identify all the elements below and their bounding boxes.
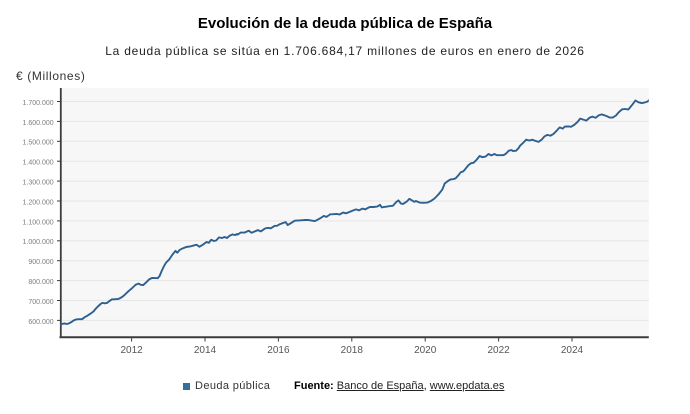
svg-text:2024: 2024 <box>561 345 584 356</box>
svg-text:1.200.000: 1.200.000 <box>23 199 54 206</box>
svg-text:2016: 2016 <box>267 345 290 356</box>
svg-text:1.100.000: 1.100.000 <box>23 219 54 226</box>
svg-text:900.000: 900.000 <box>28 259 53 266</box>
svg-text:1.500.000: 1.500.000 <box>23 140 54 147</box>
svg-text:1.300.000: 1.300.000 <box>23 180 54 187</box>
svg-text:2018: 2018 <box>341 345 364 356</box>
svg-text:600.000: 600.000 <box>28 319 53 326</box>
svg-text:700.000: 700.000 <box>28 299 53 306</box>
svg-text:2022: 2022 <box>487 345 510 356</box>
svg-text:1.600.000: 1.600.000 <box>23 120 54 127</box>
svg-text:2014: 2014 <box>194 345 217 356</box>
svg-text:2012: 2012 <box>120 345 143 356</box>
svg-text:1.000.000: 1.000.000 <box>23 239 54 246</box>
svg-text:800.000: 800.000 <box>28 279 53 286</box>
svg-text:1.400.000: 1.400.000 <box>23 160 54 167</box>
svg-text:2020: 2020 <box>414 345 437 356</box>
svg-text:1.700.000: 1.700.000 <box>23 100 54 107</box>
